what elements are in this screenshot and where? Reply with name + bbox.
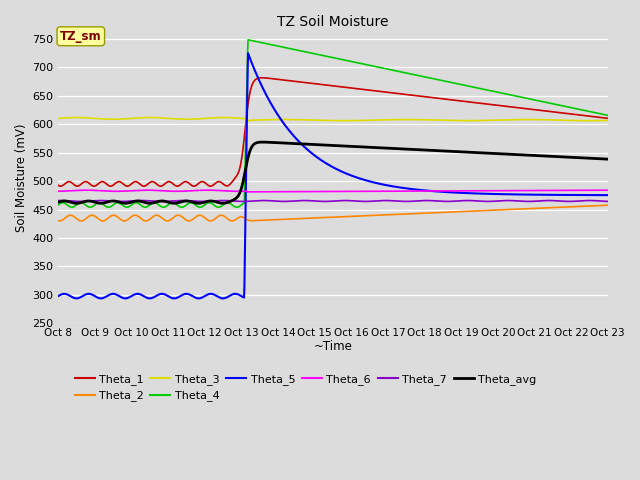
Text: TZ_sm: TZ_sm bbox=[60, 30, 102, 43]
Theta_avg bbox=[288, 141, 296, 146]
Theta_1 bbox=[368, 87, 376, 93]
Theta_2 bbox=[309, 215, 317, 221]
Line: Theta_avg: Theta_avg bbox=[58, 142, 608, 203]
Theta_7 bbox=[77, 199, 84, 204]
Theta_7 bbox=[545, 198, 552, 204]
Theta_3 bbox=[54, 116, 62, 121]
Theta_avg bbox=[97, 200, 105, 206]
Theta_4 bbox=[310, 50, 317, 56]
Line: Theta_2: Theta_2 bbox=[58, 205, 608, 221]
Theta_4 bbox=[54, 202, 62, 208]
Y-axis label: Soil Moisture (mV): Soil Moisture (mV) bbox=[15, 124, 28, 232]
Theta_avg bbox=[310, 142, 317, 147]
Theta_1 bbox=[604, 115, 612, 121]
X-axis label: ~Time: ~Time bbox=[314, 340, 353, 353]
Theta_avg bbox=[54, 199, 62, 205]
Theta_6 bbox=[54, 188, 62, 194]
Theta_3 bbox=[368, 117, 376, 123]
Theta_6 bbox=[120, 188, 127, 194]
Theta_2 bbox=[288, 216, 296, 222]
Theta_5 bbox=[54, 293, 62, 299]
Theta_2 bbox=[228, 218, 236, 224]
Theta_5 bbox=[368, 179, 376, 185]
Theta_1 bbox=[258, 75, 266, 81]
Theta_7 bbox=[367, 198, 375, 204]
Theta_2 bbox=[119, 218, 127, 224]
Theta_6 bbox=[310, 189, 317, 194]
Theta_7 bbox=[97, 198, 105, 204]
Theta_4 bbox=[97, 200, 104, 206]
Theta_2 bbox=[300, 216, 307, 221]
Theta_4 bbox=[604, 112, 612, 118]
Theta_4 bbox=[288, 46, 296, 52]
Theta_avg bbox=[73, 200, 81, 206]
Theta_6 bbox=[243, 189, 251, 195]
Theta_5 bbox=[120, 295, 127, 301]
Theta_3 bbox=[73, 115, 81, 120]
Theta_5 bbox=[288, 131, 296, 137]
Theta_4 bbox=[233, 204, 241, 210]
Theta_6 bbox=[300, 189, 307, 194]
Theta_7 bbox=[604, 199, 612, 204]
Theta_3 bbox=[246, 118, 254, 124]
Theta_2 bbox=[604, 203, 612, 208]
Theta_6 bbox=[368, 189, 376, 194]
Line: Theta_3: Theta_3 bbox=[58, 118, 608, 121]
Legend: Theta_1, Theta_2, Theta_3, Theta_4, Theta_5, Theta_6, Theta_7, Theta_avg: Theta_1, Theta_2, Theta_3, Theta_4, Thet… bbox=[70, 370, 541, 406]
Line: Theta_4: Theta_4 bbox=[58, 40, 608, 207]
Theta_1 bbox=[288, 78, 296, 84]
Theta_5 bbox=[244, 50, 252, 56]
Theta_5 bbox=[73, 296, 81, 301]
Line: Theta_6: Theta_6 bbox=[58, 190, 608, 192]
Theta_7 bbox=[300, 198, 307, 204]
Theta_3 bbox=[120, 116, 127, 122]
Theta_avg bbox=[120, 200, 127, 206]
Theta_5 bbox=[97, 296, 105, 301]
Theta_7 bbox=[309, 198, 317, 204]
Theta_avg bbox=[300, 141, 307, 147]
Theta_3 bbox=[97, 116, 105, 122]
Theta_7 bbox=[288, 198, 296, 204]
Theta_5 bbox=[300, 143, 307, 149]
Theta_1 bbox=[119, 181, 127, 187]
Line: Theta_7: Theta_7 bbox=[58, 201, 608, 202]
Theta_4 bbox=[119, 203, 127, 208]
Line: Theta_1: Theta_1 bbox=[58, 78, 608, 186]
Theta_3 bbox=[604, 118, 612, 123]
Theta_1 bbox=[310, 81, 317, 86]
Theta_4 bbox=[368, 63, 376, 69]
Theta_3 bbox=[288, 117, 296, 122]
Theta_4 bbox=[300, 48, 307, 54]
Theta_7 bbox=[120, 199, 127, 204]
Theta_7 bbox=[54, 198, 62, 204]
Theta_3 bbox=[300, 117, 307, 123]
Theta_avg bbox=[259, 139, 266, 145]
Theta_5 bbox=[310, 152, 317, 157]
Theta_2 bbox=[54, 218, 62, 224]
Theta_6 bbox=[288, 189, 296, 194]
Theta_2 bbox=[367, 213, 375, 218]
Line: Theta_5: Theta_5 bbox=[58, 53, 608, 299]
Theta_1 bbox=[97, 179, 104, 185]
Title: TZ Soil Moisture: TZ Soil Moisture bbox=[277, 15, 388, 29]
Theta_avg bbox=[368, 144, 376, 150]
Theta_6 bbox=[97, 188, 105, 193]
Theta_2 bbox=[97, 217, 104, 223]
Theta_1 bbox=[140, 183, 148, 189]
Theta_1 bbox=[300, 80, 307, 85]
Theta_6 bbox=[82, 187, 90, 193]
Theta_3 bbox=[310, 117, 317, 123]
Theta_avg bbox=[604, 156, 612, 162]
Theta_1 bbox=[54, 182, 62, 188]
Theta_5 bbox=[604, 192, 612, 198]
Theta_6 bbox=[604, 187, 612, 193]
Theta_4 bbox=[244, 37, 252, 43]
